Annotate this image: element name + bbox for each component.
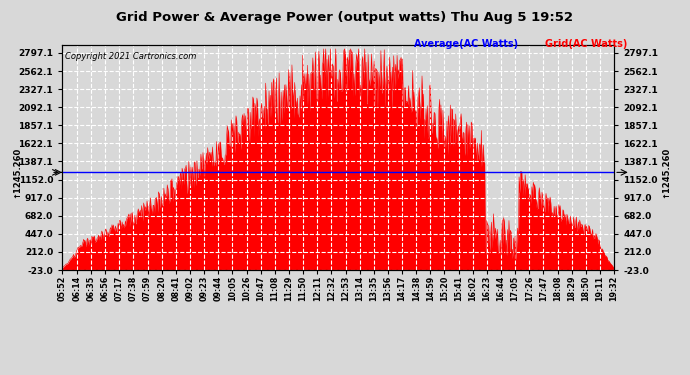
Text: ↑1245.260: ↑1245.260	[661, 147, 671, 198]
Text: Average(AC Watts): Average(AC Watts)	[414, 39, 518, 50]
Text: Grid Power & Average Power (output watts) Thu Aug 5 19:52: Grid Power & Average Power (output watts…	[117, 11, 573, 24]
Text: Grid(AC Watts): Grid(AC Watts)	[545, 39, 627, 50]
Text: ↑1245.260: ↑1245.260	[12, 147, 22, 198]
Text: Copyright 2021 Cartronics.com: Copyright 2021 Cartronics.com	[65, 52, 196, 61]
